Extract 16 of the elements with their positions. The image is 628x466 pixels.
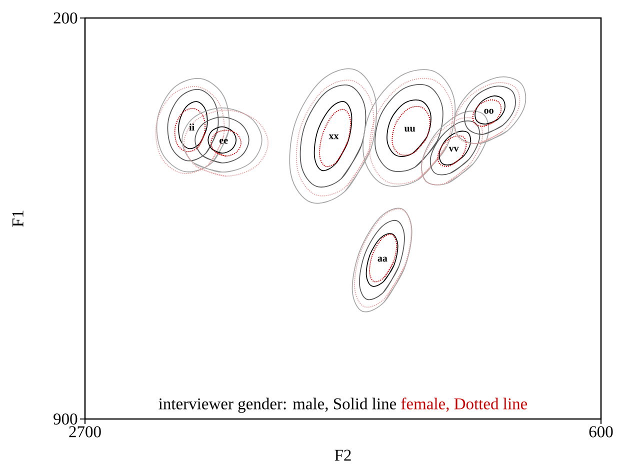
annotation: uu [404, 126, 416, 132]
x-tick-label: 600 [589, 426, 613, 438]
x-tick-label: 2700 [69, 426, 101, 438]
y-tick-label: 200 [54, 12, 78, 24]
x-axis-title: F2 [334, 450, 351, 461]
annotation: ee [220, 138, 228, 144]
annotation: oo [484, 108, 494, 114]
y-tick-label: 900 [54, 413, 78, 425]
text: male, Solid line [292, 398, 396, 412]
annotation: aa [378, 256, 388, 262]
y-axis-title: F1 [12, 210, 24, 227]
annotation: ii [189, 124, 194, 131]
annotation: xx [328, 134, 339, 140]
annotation: vv [448, 146, 459, 152]
text: female, Dotted line [401, 398, 528, 412]
legend-title: interviewer gender: [158, 398, 286, 413]
